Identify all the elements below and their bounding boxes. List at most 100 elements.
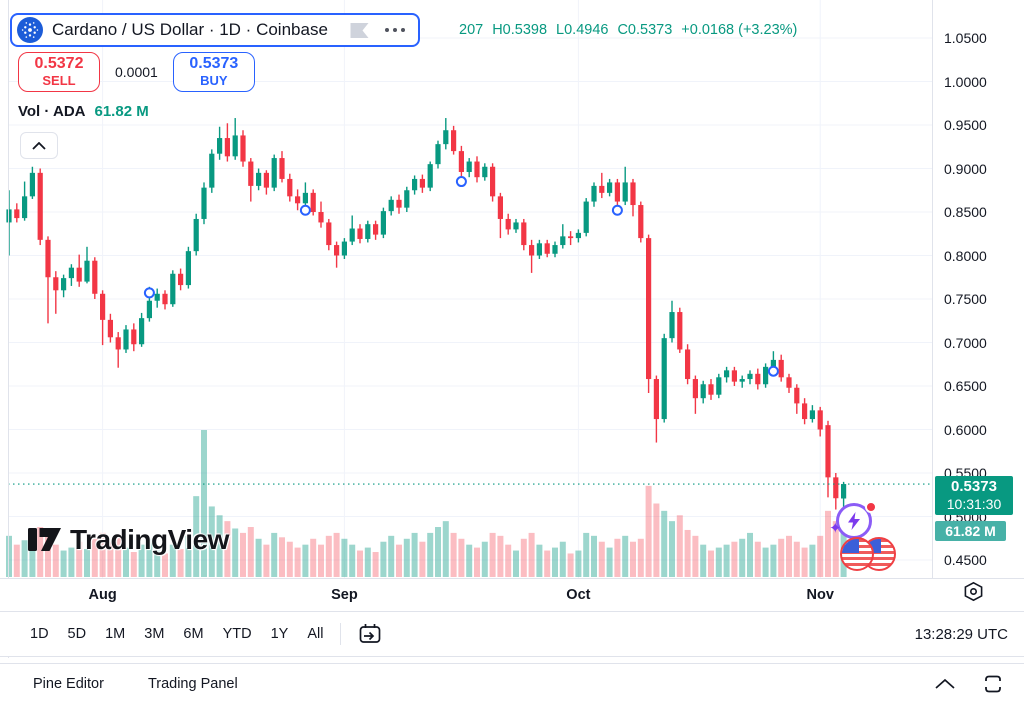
pine-editor-tab[interactable]: Pine Editor [33, 675, 104, 692]
volume-legend-title: Vol · ADA [18, 103, 86, 120]
volume-bar [489, 532, 496, 577]
volume-bar [232, 528, 239, 577]
candle-body [373, 224, 379, 235]
candle-body [84, 260, 90, 282]
volume-bar [747, 532, 753, 577]
symbol-button[interactable]: Cardano / US Dollar · 1D · Coinbase [10, 13, 420, 47]
candle-body [669, 312, 675, 339]
volume-bar [68, 547, 75, 577]
volume-bar [224, 521, 231, 577]
candle-body [22, 196, 28, 219]
candle-body [279, 158, 285, 179]
sell-button[interactable]: 0.5372 SELL [18, 52, 100, 92]
volume-bar [60, 550, 67, 577]
sell-price: 0.5372 [34, 55, 84, 73]
candle-body [334, 245, 340, 256]
candle-body [474, 161, 480, 178]
trade-marker-icon[interactable] [455, 176, 467, 188]
candle-body [552, 245, 558, 254]
volume-bar [138, 544, 145, 577]
price-tick: 0.8500 [944, 204, 987, 220]
volume-bar [396, 544, 402, 577]
time-axis[interactable]: Aug Sep Oct Nov [0, 578, 1024, 612]
volume-bar [279, 537, 285, 577]
candle-body [224, 138, 230, 157]
candle-body [256, 172, 262, 186]
range-button-1y[interactable]: 1Y [270, 626, 289, 642]
volume-bar [715, 547, 722, 577]
trade-marker-icon[interactable] [299, 204, 311, 216]
candle-body [817, 410, 823, 430]
volume-bar [552, 547, 558, 577]
volume-bar [528, 532, 535, 577]
tradingview-watermark: TradingView [28, 524, 229, 556]
candle-body [357, 228, 363, 239]
candle-body [614, 182, 620, 202]
range-button-3m[interactable]: 3M [144, 626, 165, 642]
range-button-1d[interactable]: 1D [30, 626, 49, 642]
trading-panel-tab[interactable]: Trading Panel [147, 675, 238, 692]
trade-marker-icon[interactable] [767, 365, 779, 377]
buy-button[interactable]: 0.5373 BUY [172, 52, 255, 92]
volume-bar [388, 535, 395, 577]
utc-clock[interactable]: 13:28:29 UTC [914, 625, 1008, 643]
candlestick-chart[interactable] [0, 0, 932, 578]
candle-body [685, 349, 691, 380]
volume-bar [778, 538, 785, 577]
ohlc-legend: 207 H0.5398 L0.4946 C0.5373 +0.0168 (+3.23%) [459, 22, 797, 38]
panel-expand-icon[interactable] [934, 678, 956, 690]
candle-body [692, 379, 698, 399]
range-button-ytd[interactable]: YTD [222, 626, 252, 642]
volume-bar [762, 547, 769, 577]
volume-bar [520, 538, 527, 577]
candle-body [326, 222, 332, 246]
volume-bar [372, 552, 379, 577]
candle-body [365, 224, 371, 239]
go-to-date-icon[interactable] [358, 623, 382, 645]
trade-marker-icon[interactable] [611, 204, 623, 216]
price-scale-settings-icon[interactable] [962, 581, 985, 602]
candle-body [778, 359, 784, 378]
candle-body [794, 387, 800, 404]
candle-body [14, 209, 20, 219]
volume-bar [700, 544, 707, 577]
toolbar-divider [340, 623, 342, 645]
candle-body [100, 293, 106, 320]
candle-body [217, 138, 223, 154]
range-button-all[interactable]: All [307, 626, 324, 642]
volume-bar [786, 535, 792, 577]
volume-bar [21, 540, 28, 577]
candle-body [170, 273, 176, 305]
candle-body [427, 164, 433, 188]
volume-bar [739, 538, 746, 577]
bottom-toolbar: 1D 5D 1M 3M 6M YTD 1Y All 13:28:29 UTC [0, 612, 1024, 657]
buy-label: BUY [200, 72, 228, 88]
us-economic-event-flags-icon[interactable] [840, 537, 900, 573]
candle-body [295, 196, 301, 204]
volume-bar [653, 503, 660, 577]
candle-body [310, 192, 316, 212]
candle-body [700, 384, 706, 399]
range-button-5d[interactable]: 5D [67, 626, 87, 642]
volume-bar [770, 544, 777, 577]
candle-body [388, 199, 394, 212]
volume-bar [801, 547, 808, 577]
range-button-1m[interactable]: 1M [105, 626, 126, 642]
volume-bar [427, 532, 434, 577]
volume-bar [349, 544, 356, 577]
volume-bar [45, 532, 51, 577]
volume-bar [536, 544, 543, 577]
footer-bar: Pine Editor Trading Panel [0, 663, 1024, 703]
pane-collapse-button[interactable] [20, 132, 58, 159]
flag-icon[interactable] [349, 22, 370, 39]
volume-bar [708, 550, 714, 577]
volume-bar [255, 538, 262, 577]
candle-body [123, 329, 129, 350]
trade-marker-icon[interactable] [143, 287, 155, 299]
fullscreen-icon[interactable] [982, 674, 1004, 694]
volume-bar [450, 532, 457, 577]
more-options-icon[interactable] [384, 28, 405, 32]
volume-legend-value: 61.82 M [94, 103, 149, 120]
candle-body [708, 384, 714, 395]
range-button-6m[interactable]: 6M [183, 626, 204, 642]
